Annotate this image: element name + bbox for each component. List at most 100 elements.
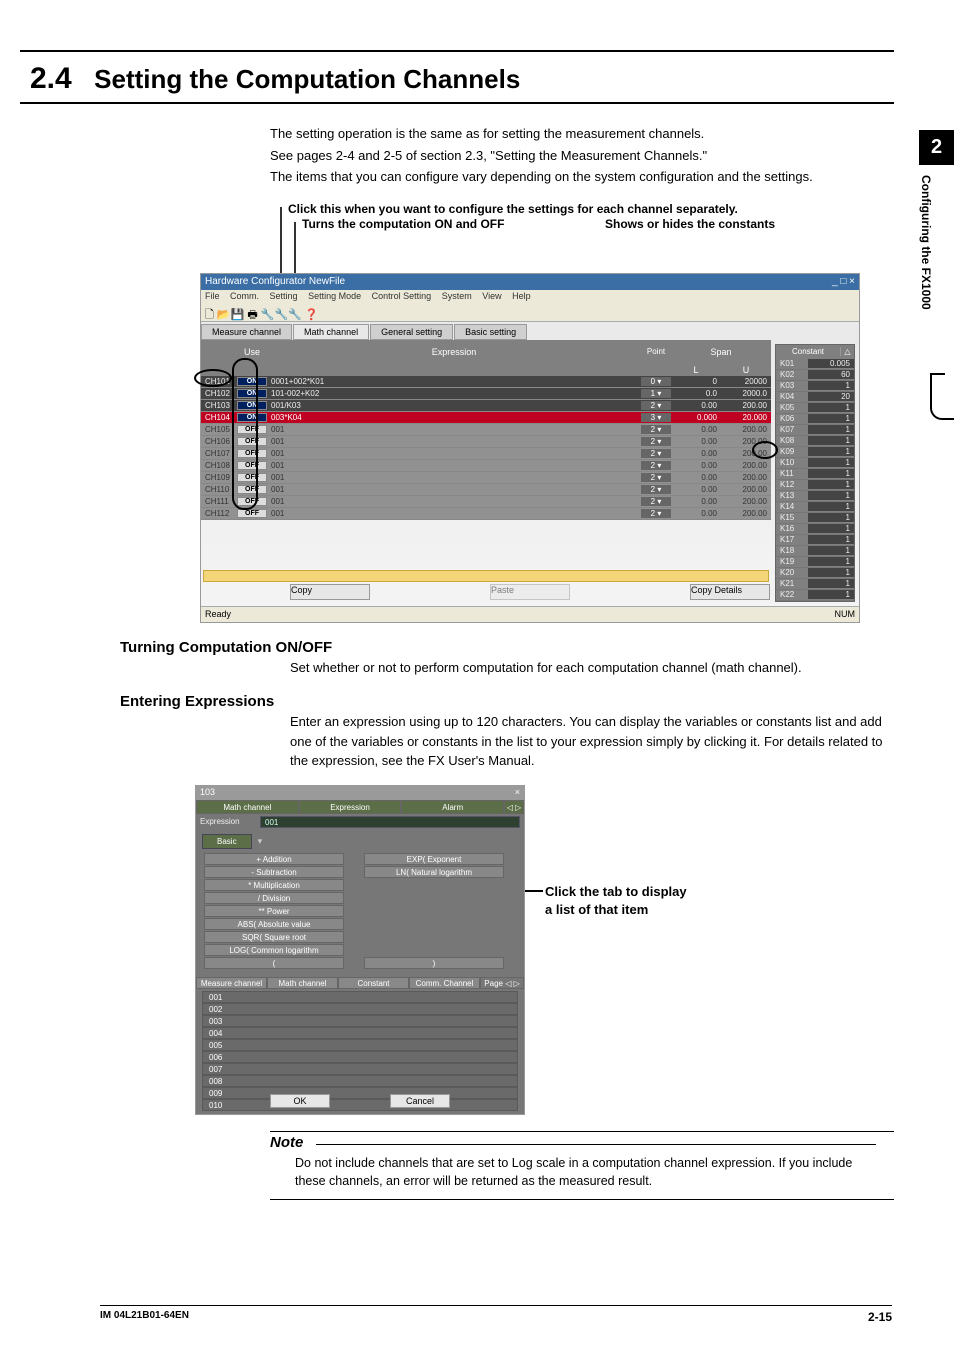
operator-button[interactable]: SQR( Square root [204, 931, 344, 943]
grid-row[interactable]: CH103ON001/K032 ▾0.00200.00 [201, 400, 771, 412]
expression-input-row: Expression 001 [196, 814, 524, 830]
window-toolbar[interactable]: 🗋 📂💾 🖶 🔧🔧🔧 ❓ [201, 304, 859, 322]
constant-row[interactable]: K061 [776, 414, 854, 425]
grid-row[interactable]: CH104ON003*K043 ▾0.00020.000 [201, 412, 771, 424]
operator-button[interactable]: ** Power [204, 905, 344, 917]
window-tabs[interactable]: Measure channel Math channel General set… [201, 322, 859, 340]
menu-item[interactable]: Setting [270, 291, 298, 301]
operator-button[interactable]: * Multiplication [204, 879, 344, 891]
grid-row[interactable]: CH110OFF0012 ▾0.00200.00 [201, 484, 771, 496]
expression-input[interactable]: 001 [260, 816, 520, 828]
basic-tab[interactable]: Basic [202, 834, 252, 849]
cancel-button[interactable]: Cancel [390, 1094, 450, 1108]
grid-row[interactable]: CH101ON0001+002*K010 ▾020000 [201, 376, 771, 388]
tab-nav-icons[interactable]: ◁ ▷ [504, 800, 524, 814]
config-window: Hardware Configurator NewFile _ □ × File… [200, 273, 860, 623]
variable-item[interactable]: 005 [202, 1039, 518, 1051]
variable-item[interactable]: 001 [202, 991, 518, 1003]
menu-item[interactable]: System [442, 291, 472, 301]
constant-row[interactable]: K081 [776, 436, 854, 447]
operator-button[interactable]: ABS( Absolute value [204, 918, 344, 930]
chapter-tab: 2 Configuring the FX1000 [919, 130, 954, 350]
vartab-page[interactable]: Page ◁ ▷ [480, 977, 524, 989]
chapter-label: Configuring the FX1000 [919, 165, 933, 310]
window-menubar[interactable]: File Comm. Setting Setting Mode Control … [201, 290, 859, 304]
operator-button[interactable]: EXP( Exponent [364, 853, 504, 865]
tab-math[interactable]: Math channel [293, 324, 369, 340]
tab-measure[interactable]: Measure channel [201, 324, 292, 340]
constant-row[interactable]: K031 [776, 381, 854, 392]
grid-row[interactable]: CH109OFF0012 ▾0.00200.00 [201, 472, 771, 484]
tab-expression[interactable]: Expression [299, 800, 402, 814]
tab-alarm[interactable]: Alarm [401, 800, 504, 814]
menu-item[interactable]: Setting Mode [308, 291, 361, 301]
dialog-channel-number: 103 [200, 787, 215, 799]
constant-row[interactable]: K171 [776, 535, 854, 546]
grid-row[interactable]: CH112OFF0012 ▾0.00200.00 [201, 508, 771, 520]
grid-row[interactable]: CH111OFF0012 ▾0.00200.00 [201, 496, 771, 508]
menu-item[interactable]: Help [512, 291, 531, 301]
variable-item[interactable]: 008 [202, 1075, 518, 1087]
vartab-const[interactable]: Constant [338, 977, 409, 989]
operator-button[interactable]: LN( Natural logarithm [364, 866, 504, 878]
grid-row[interactable]: CH108OFF0012 ▾0.00200.00 [201, 460, 771, 472]
intro-line: The setting operation is the same as for… [270, 124, 840, 144]
variable-item[interactable]: 006 [202, 1051, 518, 1063]
menu-item[interactable]: View [482, 291, 501, 301]
operator-button[interactable]: / Division [204, 892, 344, 904]
operator-button[interactable]: - Subtraction [204, 866, 344, 878]
tab-math-channel[interactable]: Math channel [196, 800, 299, 814]
menu-item[interactable]: File [205, 291, 220, 301]
copy-details-button[interactable]: Copy Details [690, 584, 770, 600]
dialog-tabs[interactable]: Math channel Expression Alarm ◁ ▷ [196, 800, 524, 814]
config-window-wrapper: Hardware Configurator NewFile _ □ × File… [270, 273, 894, 623]
tab-basic[interactable]: Basic setting [454, 324, 527, 340]
grid-row[interactable]: CH107OFF0012 ▾0.00200.00 [201, 448, 771, 460]
variable-item[interactable]: 003 [202, 1015, 518, 1027]
constant-row[interactable]: K131 [776, 491, 854, 502]
constant-row[interactable]: K141 [776, 502, 854, 513]
variable-item[interactable]: 002 [202, 1003, 518, 1015]
ok-button[interactable]: OK [270, 1094, 330, 1108]
constant-row[interactable]: K010.005 [776, 359, 854, 370]
constant-row[interactable]: K0260 [776, 370, 854, 381]
constant-row[interactable]: K0420 [776, 392, 854, 403]
paste-button[interactable]: Paste [490, 584, 570, 600]
grid-row[interactable]: CH105OFF0012 ▾0.00200.00 [201, 424, 771, 436]
vartab-comm[interactable]: Comm. Channel [409, 977, 480, 989]
constant-row[interactable]: K181 [776, 546, 854, 557]
tab-general[interactable]: General setting [370, 324, 453, 340]
constant-row[interactable]: K071 [776, 425, 854, 436]
constant-row[interactable]: K051 [776, 403, 854, 414]
operator-button[interactable]: ) [364, 957, 504, 969]
constants-collapse-icon[interactable]: △ [840, 347, 854, 356]
grid-row[interactable]: CH102ON101-002+K021 ▾0.02000.0 [201, 388, 771, 400]
constant-row[interactable]: K161 [776, 524, 854, 535]
operator-button[interactable]: ( [204, 957, 344, 969]
vartab-measure[interactable]: Measure channel [196, 977, 267, 989]
menu-item[interactable]: Control Setting [372, 291, 432, 301]
vartab-math[interactable]: Math channel [267, 977, 338, 989]
constant-row[interactable]: K191 [776, 557, 854, 568]
menu-item[interactable]: Comm. [230, 291, 259, 301]
constant-row[interactable]: K121 [776, 480, 854, 491]
status-left: Ready [205, 609, 231, 620]
var-tabs[interactable]: Measure channel Math channel Constant Co… [196, 977, 524, 989]
window-controls[interactable]: _ □ × [832, 276, 855, 288]
variable-item[interactable]: 004 [202, 1027, 518, 1039]
intro-line: See pages 2-4 and 2-5 of section 2.3, "S… [270, 146, 840, 166]
grid-row[interactable]: CH106OFF0012 ▾0.00200.00 [201, 436, 771, 448]
close-icon[interactable]: × [515, 787, 520, 799]
constant-row[interactable]: K091 [776, 447, 854, 458]
section-number: 2.4 [30, 62, 72, 96]
section-title: Setting the Computation Channels [94, 64, 520, 95]
copy-button[interactable]: Copy [290, 584, 370, 600]
constant-row[interactable]: K111 [776, 469, 854, 480]
operator-button[interactable]: LOG( Common logarithm [204, 944, 344, 956]
operator-button[interactable]: + Addition [204, 853, 344, 865]
constant-row[interactable]: K151 [776, 513, 854, 524]
constant-row[interactable]: K101 [776, 458, 854, 469]
window-title: Hardware Configurator NewFile [205, 276, 345, 288]
constant-row[interactable]: K201 [776, 568, 854, 579]
variable-item[interactable]: 007 [202, 1063, 518, 1075]
